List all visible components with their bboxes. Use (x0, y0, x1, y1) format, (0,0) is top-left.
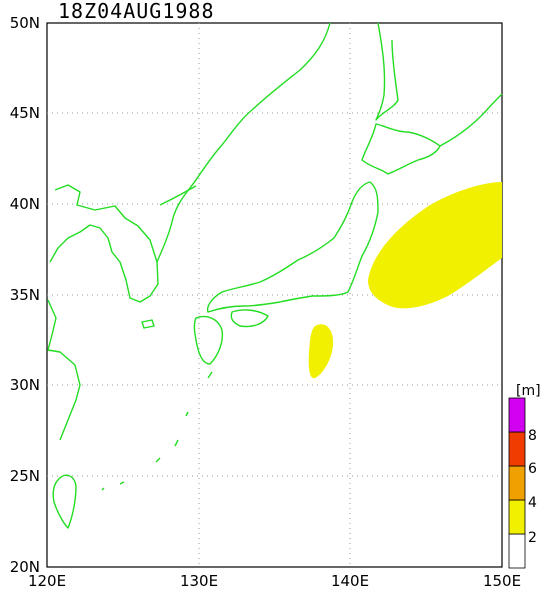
lat-label-50: 50N (10, 14, 40, 32)
coast-honshu (206, 181, 379, 313)
lon-label-150: 150E (483, 572, 521, 590)
colorbar-unit: [m] (516, 383, 541, 399)
grid-lines (47, 23, 502, 567)
lon-label-130: 130E (180, 572, 218, 590)
coast-shikoku (230, 309, 269, 328)
colorbar-label-6: 6 (528, 461, 537, 477)
wave-region-south-of-japan (308, 324, 334, 379)
coast-korea-east (156, 109, 253, 263)
wave-region-east-of-japan (368, 182, 502, 309)
coast-kuril (439, 93, 503, 147)
coast-kyushu (193, 315, 224, 365)
colorbar-swatch-6-8 (508, 431, 526, 467)
colorbar-label-8: 8 (528, 428, 537, 444)
colorbar-swatch-8+ (508, 397, 526, 433)
lat-label-35: 35N (10, 286, 40, 304)
lon-label-140: 140E (331, 572, 369, 590)
coast-sakhalin (375, 22, 399, 121)
colorbar: [m] 2 4 6 8 (508, 383, 541, 569)
coastlines (47, 22, 503, 529)
coast-ryukyu (101, 371, 213, 491)
colorbar-swatch-4-6 (508, 465, 526, 501)
lat-label-40: 40N (10, 195, 40, 213)
wave-contours (308, 182, 502, 379)
colorbar-swatches (508, 397, 526, 569)
coast-taiwan (52, 474, 77, 529)
lat-label-25: 25N (10, 467, 40, 485)
lat-label-45: 45N (10, 104, 40, 122)
map-title: 18Z04AUG1988 (58, 0, 215, 23)
lat-tick-labels: 20N 25N 30N 35N 40N 45N 50N (10, 14, 40, 576)
colorbar-swatch-0-2 (508, 533, 526, 569)
coast-russia (159, 22, 331, 206)
lat-label-30: 30N (10, 376, 40, 394)
colorbar-label-2: 2 (528, 530, 537, 546)
colorbar-swatch-2-4 (508, 499, 526, 535)
colorbar-label-4: 4 (528, 495, 537, 511)
lat-label-20: 20N (10, 558, 40, 576)
coast-jeju (141, 319, 155, 329)
coast-china-south (47, 299, 81, 441)
coast-korea-china (49, 184, 159, 303)
lon-label-120: 120E (28, 572, 66, 590)
lon-tick-labels: 120E 130E 140E 150E (28, 572, 521, 590)
